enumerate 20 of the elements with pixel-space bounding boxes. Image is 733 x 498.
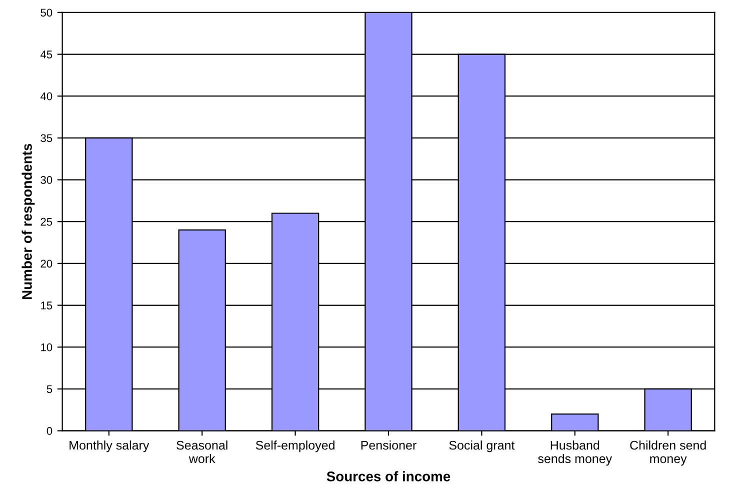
y-tick-label: 40 <box>40 92 52 100</box>
x-axis-title: Sources of income <box>326 471 450 482</box>
y-tick-label: 50 <box>40 8 52 17</box>
x-tick-label: Pensioner <box>361 440 416 450</box>
y-tick-label: 35 <box>40 134 52 142</box>
y-tick-label: 10 <box>41 343 52 352</box>
x-tick-label: Children send money <box>630 440 706 466</box>
y-tick-label: 25 <box>40 218 52 226</box>
y-axis-title: Number of respondents <box>22 144 35 299</box>
y-tick-label: 20 <box>40 260 52 268</box>
x-tick-label: Husband sends money <box>538 440 612 466</box>
y-tick-label: 5 <box>46 385 52 394</box>
x-tick-label: Self-employed <box>256 440 334 452</box>
y-tick-label: 30 <box>40 176 52 184</box>
x-tick-label: Social grant <box>449 440 515 452</box>
y-tick-label: 45 <box>40 50 52 58</box>
y-tick-label: 0 <box>46 427 52 435</box>
x-tick-label: Seasonal work <box>176 440 228 464</box>
x-tick-label: Monthly salary <box>70 440 150 452</box>
y-tick-label: 15 <box>41 302 52 310</box>
